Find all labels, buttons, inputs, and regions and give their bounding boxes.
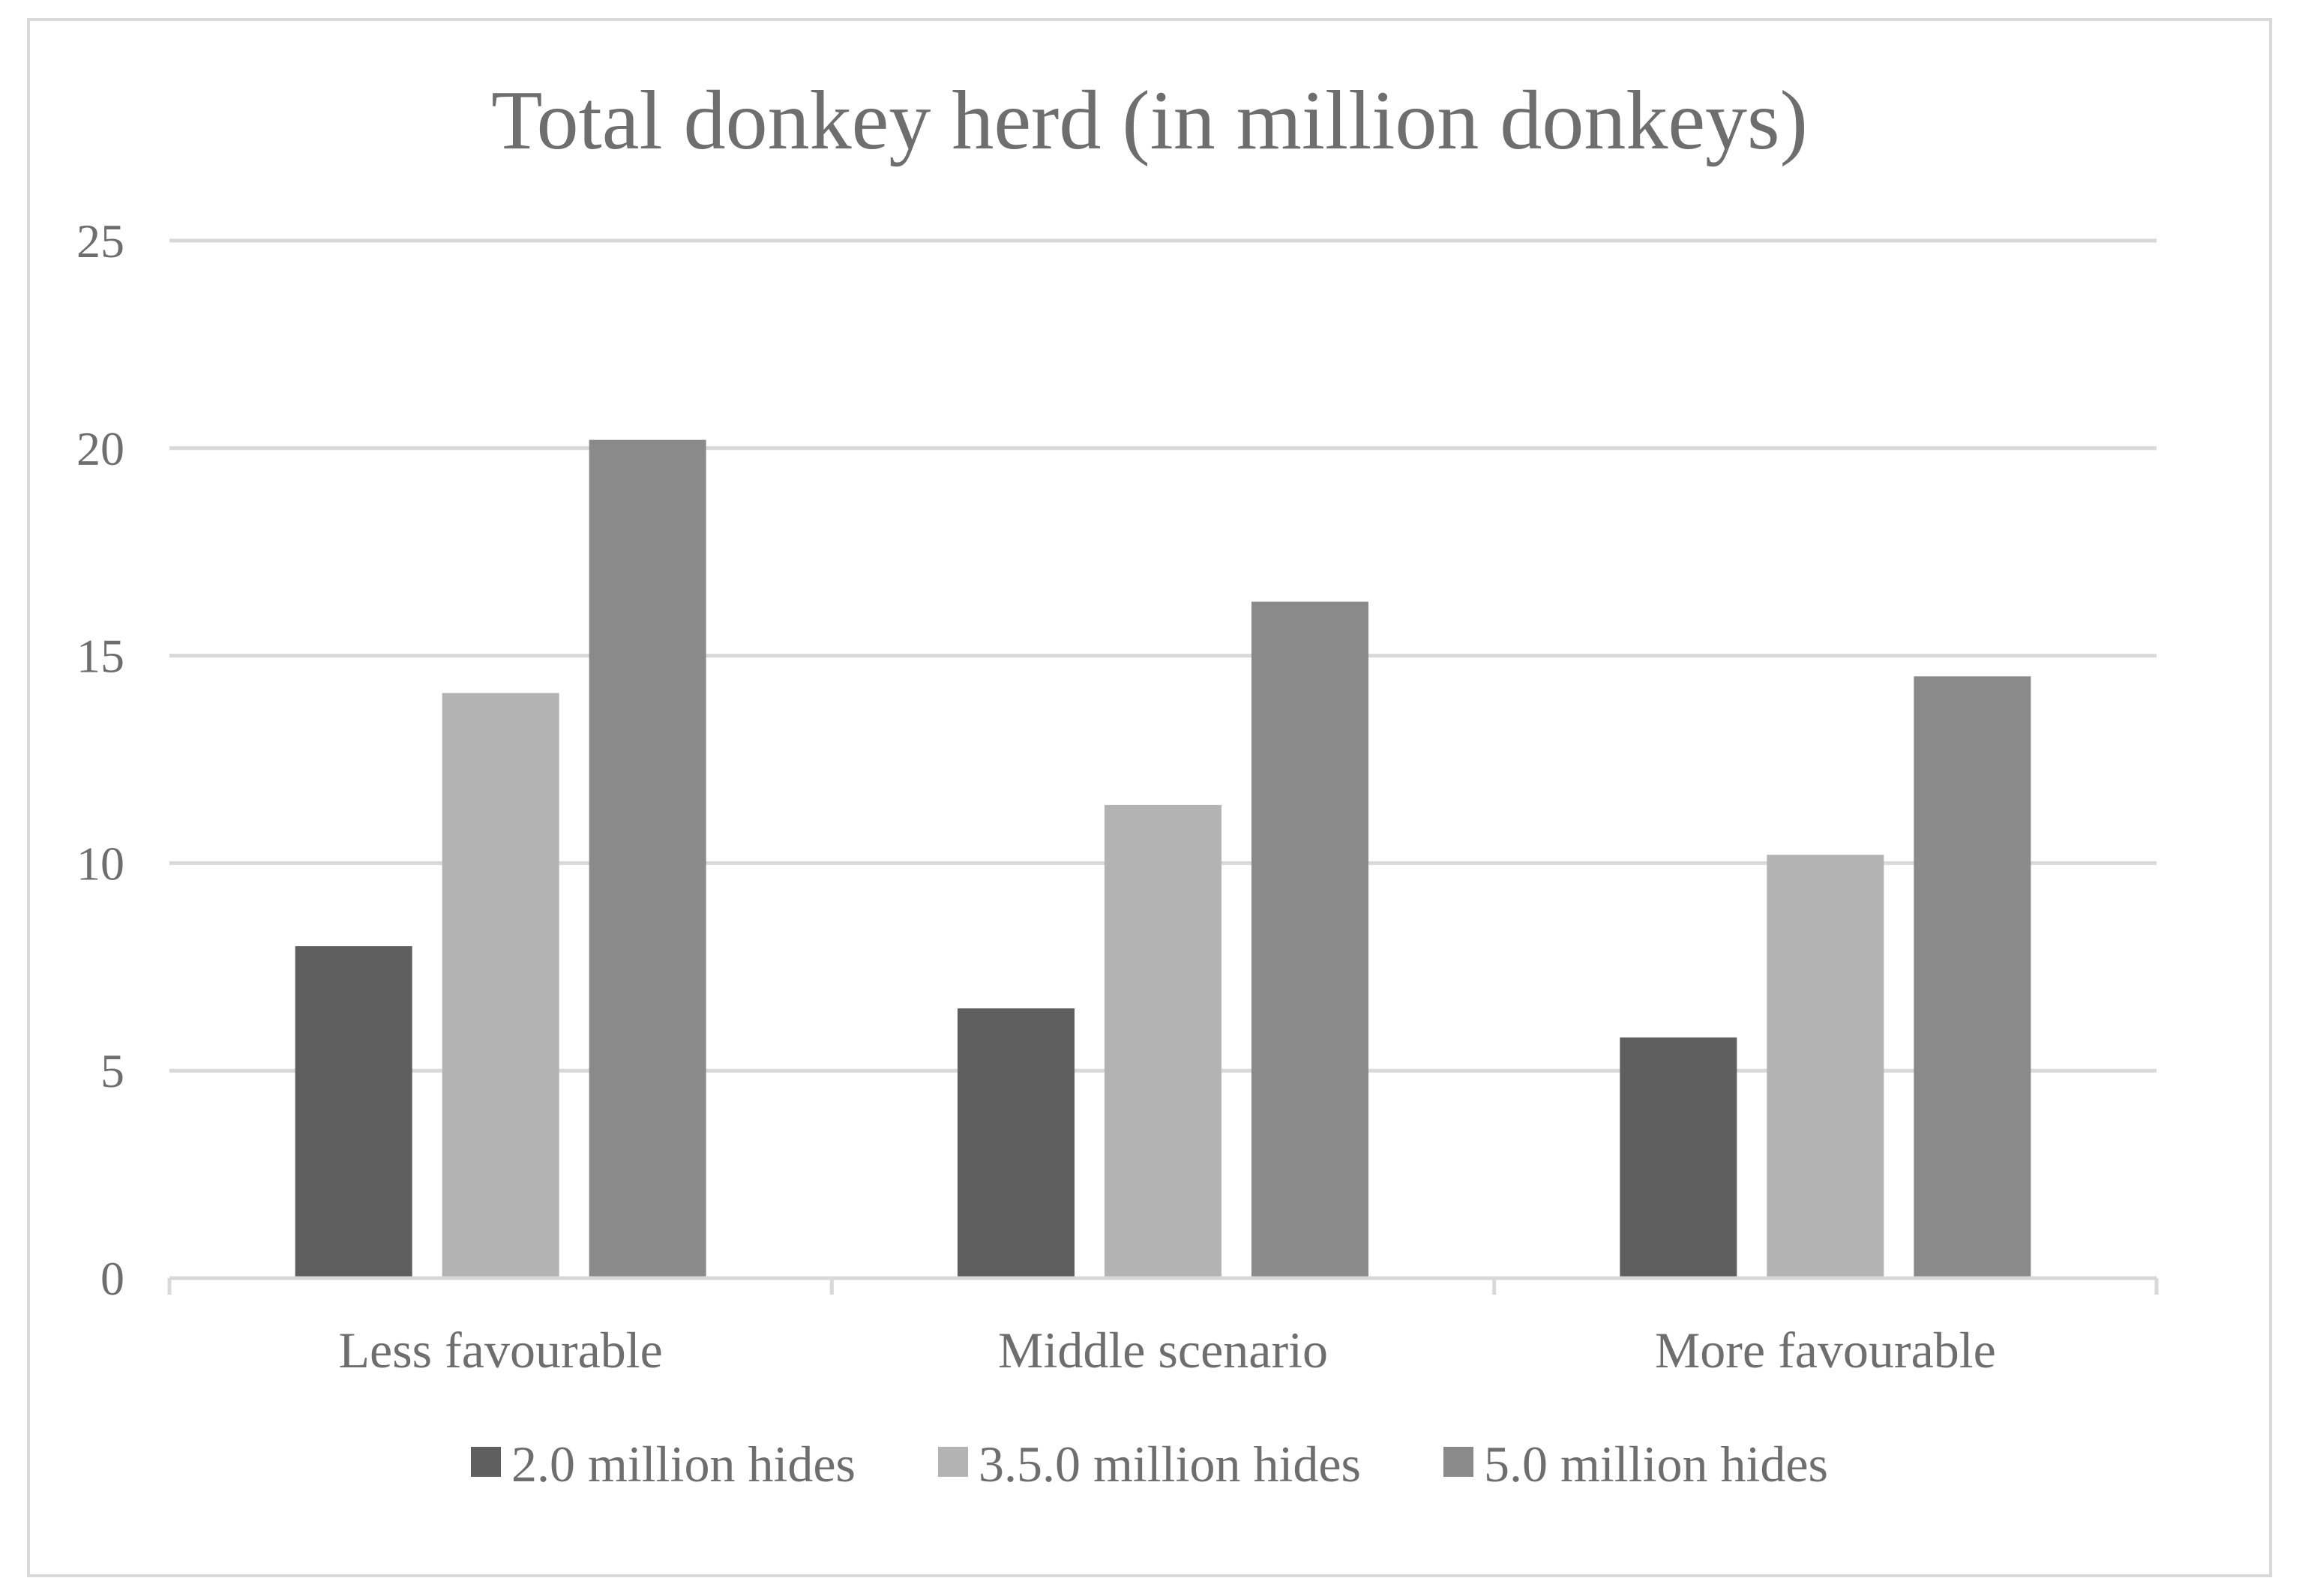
- legend-item: 3.5.0 million hides: [938, 1436, 1361, 1493]
- x-axis-categories: Less favourable Middle scenario More favou…: [338, 1322, 1995, 1379]
- bar: [1105, 804, 1221, 1278]
- x-axis: [167, 1276, 2159, 1295]
- legend-label: 2.0 million hides: [511, 1436, 856, 1493]
- bar: [958, 1008, 1075, 1278]
- legend-item: 2.0 million hides: [471, 1436, 856, 1493]
- legend-swatch: [1443, 1447, 1473, 1477]
- y-tick-label: 0: [100, 1252, 124, 1305]
- bar: [1767, 855, 1884, 1278]
- x-category-label: Less favourable: [338, 1322, 662, 1379]
- chart-title: Total donkey herd (in million donkeys): [491, 74, 1808, 167]
- bar: [1251, 601, 1368, 1278]
- legend: 2.0 million hides 3.5.0 million hides 5.0 …: [471, 1436, 1828, 1493]
- y-tick-label: 15: [76, 630, 124, 683]
- bar: [442, 693, 559, 1278]
- legend-swatch: [471, 1447, 501, 1477]
- y-tick-label: 10: [76, 837, 124, 890]
- bars: [295, 439, 2031, 1278]
- y-tick-label: 25: [76, 214, 124, 268]
- legend-label: 5.0 million hides: [1484, 1436, 1828, 1493]
- chart-frame: Total donkey herd (in million donkeys) 0…: [27, 18, 2272, 1577]
- legend-label: 3.5.0 million hides: [979, 1436, 1361, 1493]
- bar: [1620, 1037, 1737, 1278]
- bar: [1914, 676, 2031, 1278]
- legend-item: 5.0 million hides: [1443, 1436, 1828, 1493]
- bar: [295, 946, 412, 1278]
- y-tick-label: 20: [76, 422, 124, 475]
- x-category-label: Middle scenario: [998, 1322, 1328, 1379]
- legend-swatch: [938, 1447, 968, 1477]
- bar-chart: Total donkey herd (in million donkeys) 0…: [76, 74, 2159, 1493]
- bar: [589, 439, 706, 1278]
- x-category-label: More favourable: [1655, 1322, 1996, 1379]
- y-axis-ticks: 0 5 10 15 20 25: [76, 214, 124, 1305]
- y-tick-label: 5: [100, 1044, 124, 1097]
